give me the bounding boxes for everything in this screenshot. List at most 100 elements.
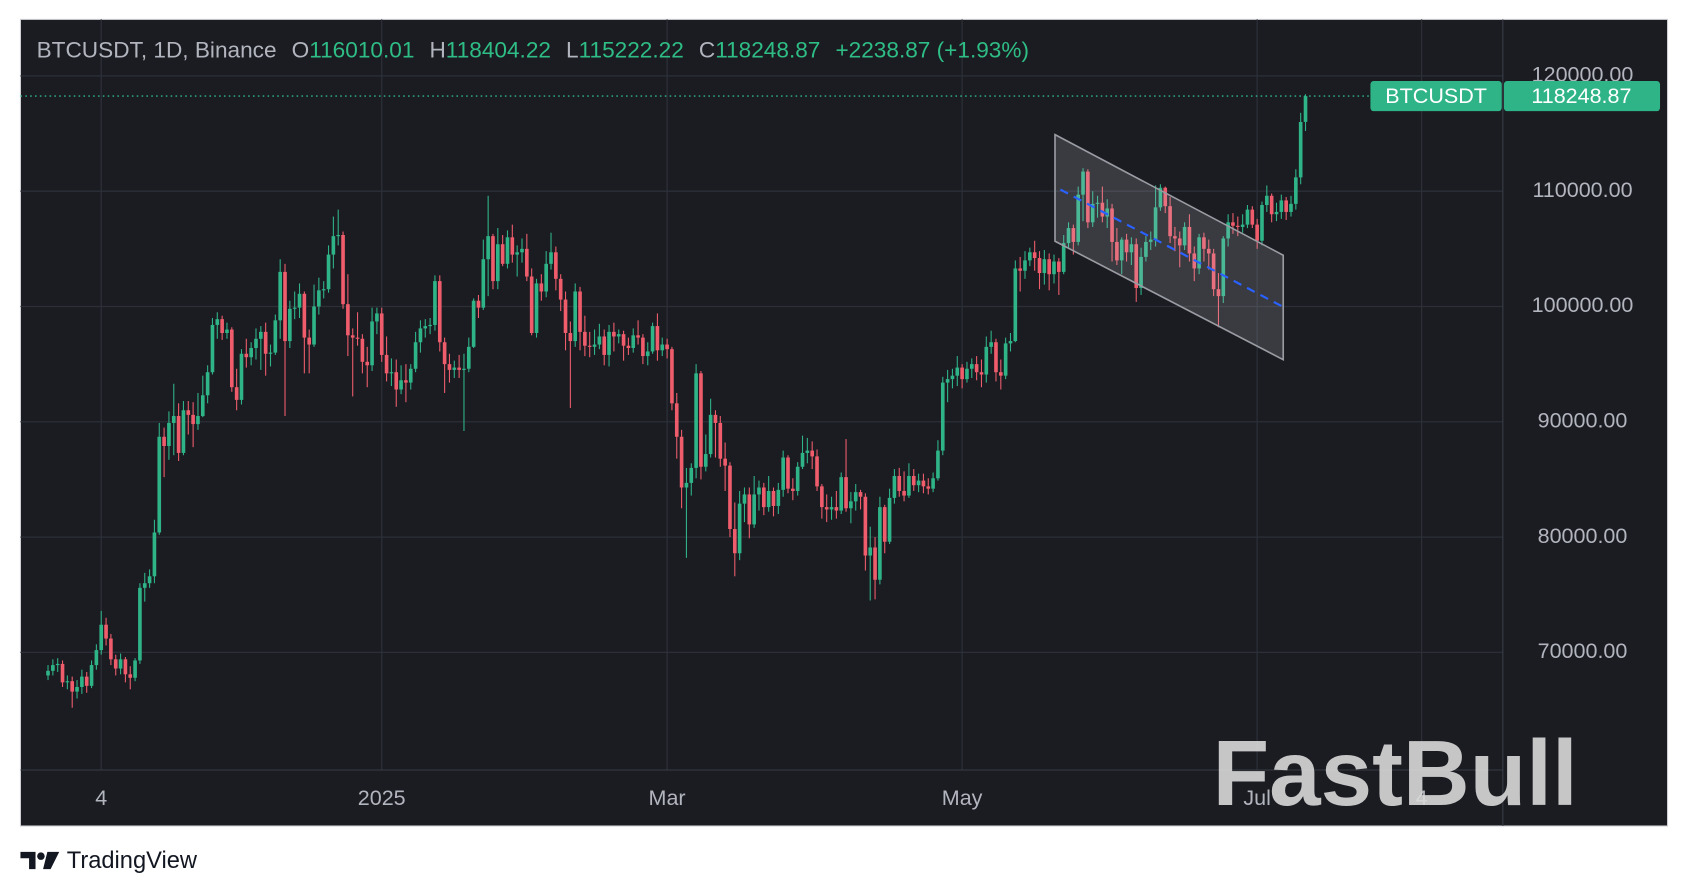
candle-body xyxy=(162,436,166,447)
candle-body xyxy=(969,364,974,369)
candle-body xyxy=(346,304,350,336)
candle-body xyxy=(55,663,60,666)
candle-body xyxy=(786,457,790,489)
candle-body xyxy=(1124,239,1129,253)
candle-body xyxy=(844,477,848,509)
candle-body xyxy=(776,489,781,506)
candle-body xyxy=(1032,252,1037,259)
candle-body xyxy=(824,507,829,510)
candle-body xyxy=(1105,208,1110,217)
candle-body xyxy=(1061,243,1066,272)
candle-body xyxy=(65,681,70,683)
x-tick-label: 4 xyxy=(95,786,107,810)
candle-body xyxy=(104,624,108,639)
candle-body xyxy=(1139,256,1143,289)
candle-body xyxy=(1052,261,1056,275)
candle-body xyxy=(225,329,229,334)
candle-body xyxy=(408,368,413,383)
x-tick-label: 2025 xyxy=(358,786,406,810)
candle-body xyxy=(317,290,321,307)
candle-body xyxy=(1095,202,1100,204)
candle-body xyxy=(466,346,471,369)
overlay: BTCUSDT 118248.87 xyxy=(20,80,1661,112)
y-tick-label: 110000.00 xyxy=(1532,178,1632,202)
candle-body xyxy=(781,457,785,490)
candle-body xyxy=(1158,187,1163,208)
candle-body xyxy=(660,344,665,351)
candle-body xyxy=(191,414,195,425)
candle-body xyxy=(747,494,752,525)
y-tick-label: 90000.00 xyxy=(1538,408,1628,432)
candle-body xyxy=(505,237,510,264)
candle-body xyxy=(795,466,800,491)
candle-body xyxy=(229,329,234,388)
candle-body xyxy=(525,248,529,277)
candle-body xyxy=(728,465,732,530)
candle-body xyxy=(99,624,104,651)
candle-body xyxy=(128,674,133,678)
candle-body xyxy=(940,382,945,451)
candle-body xyxy=(1269,195,1274,215)
low-value: 115222.22 xyxy=(579,38,684,63)
candle-body xyxy=(645,351,650,357)
candle-body xyxy=(481,259,486,308)
candle-body xyxy=(210,324,215,373)
candle-body xyxy=(810,450,815,457)
candle-body xyxy=(723,458,727,466)
symbol-tag-bg xyxy=(1370,80,1502,112)
candle-body xyxy=(684,482,689,488)
y-tick-label: 80000.00 xyxy=(1538,524,1628,548)
candle-body xyxy=(1018,268,1022,271)
symbol: BTCUSDT, 1D, Binance xyxy=(37,38,277,63)
candle-body xyxy=(1202,237,1206,249)
candle-body xyxy=(123,659,128,675)
candle-body xyxy=(157,436,162,533)
candle-body xyxy=(215,319,220,325)
candle-body xyxy=(1028,252,1032,261)
candle-body xyxy=(897,475,902,491)
legend-header: BTCUSDT, 1D, Binance O116010.01 H118404.22… xyxy=(37,38,1029,63)
candle-body xyxy=(413,342,418,369)
candle-body xyxy=(1173,236,1177,239)
candle-body xyxy=(868,547,873,556)
candle-body xyxy=(650,326,655,352)
candle-body xyxy=(965,368,969,380)
candle-body xyxy=(549,252,553,264)
candle-body xyxy=(752,494,756,525)
candle-body xyxy=(563,299,568,334)
candle-body xyxy=(578,291,582,332)
candle-body xyxy=(1260,205,1264,241)
candle-body xyxy=(998,372,1003,376)
candle-body xyxy=(1037,258,1042,274)
l-label: L xyxy=(566,38,579,63)
candle-body xyxy=(423,326,428,329)
candle-body xyxy=(1265,195,1269,206)
candle-body xyxy=(960,367,964,380)
candle-body xyxy=(921,480,926,487)
candle-body xyxy=(911,475,916,486)
candle-body xyxy=(670,349,674,404)
candle-body xyxy=(292,307,297,309)
candle-body xyxy=(791,488,795,491)
candle-body xyxy=(1303,96,1308,122)
candle-body xyxy=(1066,228,1071,244)
candle-body xyxy=(554,252,558,279)
candle-body xyxy=(321,289,326,291)
candle-body xyxy=(1294,177,1298,204)
candle-body xyxy=(200,395,205,417)
candle-body xyxy=(1231,222,1235,226)
candle-body xyxy=(176,416,181,453)
candle-body xyxy=(297,293,302,308)
candle-body xyxy=(462,368,466,370)
y-tick-label: 70000.00 xyxy=(1538,639,1628,663)
candle-body xyxy=(1110,208,1114,242)
watermark: FastBull xyxy=(1213,721,1578,825)
candle-body xyxy=(766,490,771,508)
candle-body xyxy=(558,278,563,300)
candle-body xyxy=(457,367,461,370)
candle-body xyxy=(196,416,200,425)
candle-body xyxy=(491,236,495,282)
candle-body xyxy=(379,313,384,355)
candle-body xyxy=(1255,224,1259,241)
candle-body xyxy=(118,659,123,669)
